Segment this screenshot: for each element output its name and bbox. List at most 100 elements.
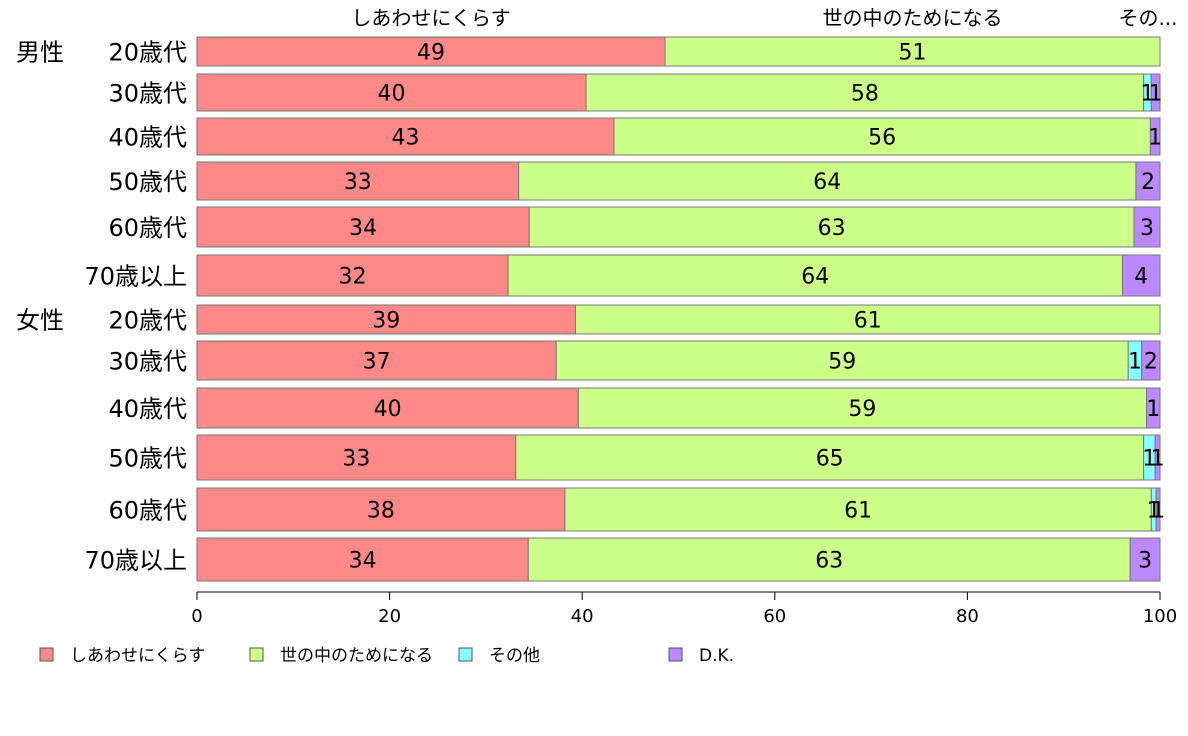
bar-segment: [196, 340, 557, 381]
bar-value-label: 1: [1151, 447, 1165, 472]
bar-segment: [1133, 206, 1161, 248]
bar-value-label: 3: [1138, 549, 1152, 574]
category-label: 60歳代: [108, 214, 187, 242]
bar-segment: [1146, 387, 1161, 429]
bar-segment: [196, 161, 520, 201]
bar-value-label: 59: [828, 350, 856, 375]
legend-entry: しあわせにくらす: [70, 646, 205, 666]
legend-entry: その他: [489, 646, 540, 666]
bar-segment: [1149, 117, 1161, 156]
bar-value-label: 64: [801, 265, 829, 290]
bar-segment: [574, 304, 1161, 335]
bar-segment: [1150, 73, 1161, 112]
bar-segment: [1154, 434, 1161, 481]
bar-segment: [564, 487, 1152, 532]
category-label: 30歳代: [108, 348, 187, 376]
bar-segment: [518, 161, 1137, 201]
x-tick-label: 40: [571, 606, 594, 627]
legend-swatch: [249, 647, 264, 662]
bar-segment: [515, 434, 1145, 481]
bar-segment: [196, 117, 615, 156]
bar-segment: [1121, 254, 1161, 297]
bar-value-label: 33: [344, 170, 372, 195]
bar-value-label: 58: [851, 82, 879, 107]
category-label: 30歳代: [108, 80, 187, 108]
category-label: 20歳代: [108, 39, 187, 67]
bar-value-label: 56: [868, 126, 896, 151]
bar-segment: [1135, 161, 1161, 201]
bar-value-label: 1: [1148, 126, 1162, 151]
bar-value-label: 38: [367, 499, 395, 524]
bar-value-label: 2: [1141, 170, 1155, 195]
legend-entry: D.K.: [699, 646, 734, 666]
bar-segment: [196, 304, 576, 335]
bar-segment: [664, 36, 1161, 67]
bar-segment: [507, 254, 1123, 297]
bar-value-label: 64: [813, 170, 841, 195]
top-series-label: その...: [1118, 6, 1177, 30]
legend-entry: 世の中のためになる: [280, 646, 433, 666]
bar-value-label: 61: [844, 499, 872, 524]
bar-value-label: 39: [372, 309, 400, 334]
bar-segment: [528, 206, 1135, 248]
bar-value-label: 1: [1128, 350, 1142, 375]
x-tick-label: 0: [191, 606, 202, 627]
bar-segment: [527, 537, 1131, 582]
bar-value-label: 34: [349, 216, 377, 241]
bar-segment: [196, 487, 566, 532]
category-label: 40歳代: [108, 124, 187, 152]
bar-value-label: 4: [1134, 265, 1148, 290]
x-tick-label: 60: [763, 606, 786, 627]
bar-segment: [613, 117, 1151, 156]
bar-segment: [196, 387, 579, 429]
bar-value-label: 65: [816, 447, 844, 472]
group-label: 男性: [16, 39, 64, 67]
bar-value-label: 37: [363, 350, 391, 375]
bar-segment: [1155, 487, 1161, 532]
bar-value-label: 43: [391, 126, 419, 151]
legend-swatch: [39, 647, 54, 662]
category-label: 70歳以上: [84, 263, 187, 291]
x-tick-label: 80: [956, 606, 979, 627]
bar-segment: [196, 537, 529, 582]
bar-segment: [555, 340, 1129, 381]
bar-segment: [1141, 340, 1161, 381]
bar-value-label: 51: [899, 41, 927, 66]
bar-value-label: 40: [374, 397, 402, 422]
category-label: 40歳代: [108, 395, 187, 423]
legend-swatch: [458, 647, 473, 662]
bar-value-label: 61: [854, 309, 882, 334]
bar-value-label: 63: [815, 549, 843, 574]
bar-segment: [1129, 537, 1161, 582]
x-tick-label: 20: [378, 606, 401, 627]
bar-value-label: 34: [349, 549, 377, 574]
bar-value-label: 40: [378, 82, 406, 107]
top-series-label: 世の中のためになる: [823, 6, 1003, 30]
top-series-label: しあわせにくらす: [351, 6, 510, 30]
bar-value-label: 33: [342, 447, 370, 472]
category-label: 50歳代: [108, 168, 187, 196]
bar-value-label: 32: [339, 265, 367, 290]
category-label: 60歳代: [108, 497, 187, 525]
bar-value-label: 2: [1144, 350, 1158, 375]
bar-segment: [196, 73, 587, 112]
bar-value-label: 1: [1149, 82, 1163, 107]
bar-segment: [196, 434, 517, 481]
x-tick-label: 100: [1143, 606, 1177, 627]
bar-value-label: 63: [818, 216, 846, 241]
bar-value-label: 59: [848, 397, 876, 422]
category-label: 20歳代: [108, 307, 187, 335]
bar-segment: [196, 254, 509, 297]
bar-value-label: 1: [1151, 499, 1165, 524]
bar-segment: [585, 73, 1145, 112]
group-label: 女性: [16, 307, 64, 335]
category-label: 50歳代: [108, 445, 187, 473]
bar-value-label: 3: [1140, 216, 1154, 241]
bar-segment: [577, 387, 1148, 429]
category-label: 70歳以上: [84, 547, 187, 575]
bar-value-label: 49: [417, 41, 445, 66]
bar-value-label: 1: [1142, 447, 1156, 472]
bar-segment: [196, 206, 530, 248]
bar-value-label: 1: [1146, 397, 1160, 422]
